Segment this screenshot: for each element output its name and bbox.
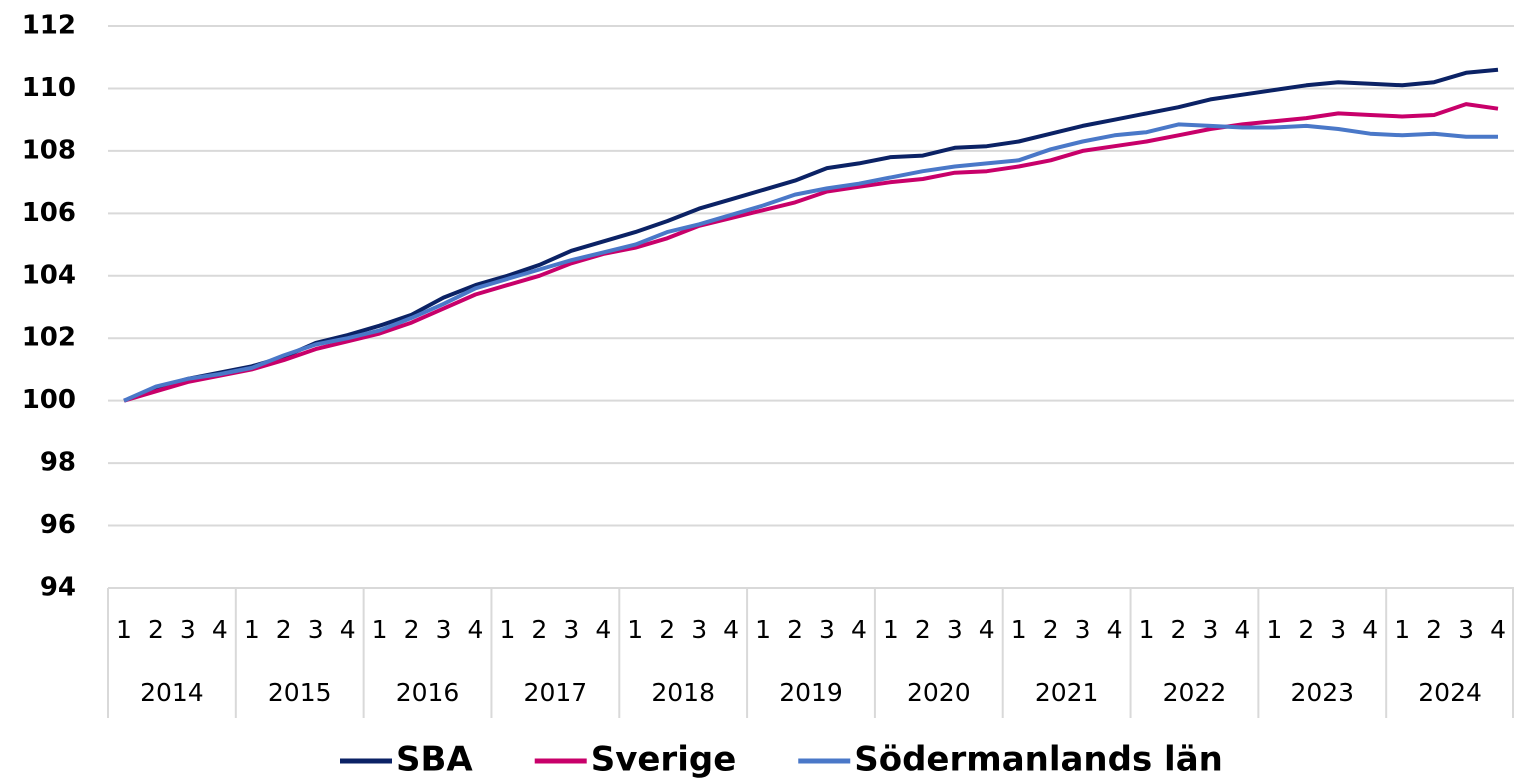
y-tick-label: 106 (22, 198, 76, 228)
y-tick-label: 94 (40, 573, 76, 603)
x-tick-label: 1 (1139, 615, 1155, 644)
x-group-label: 2017 (524, 678, 588, 707)
x-group-label: 2022 (1163, 678, 1227, 707)
series-line (123, 122, 1498, 403)
x-tick-label: 4 (851, 615, 867, 644)
x-tick-label: 1 (116, 615, 132, 644)
series-line (123, 102, 1499, 403)
y-tick-label: 104 (22, 260, 76, 290)
x-tick-label: 4 (1362, 615, 1378, 644)
x-tick-label: 4 (1107, 615, 1123, 644)
x-tick-label: 2 (1043, 615, 1059, 644)
x-tick-label: 4 (595, 615, 611, 644)
x-tick-label: 1 (499, 615, 515, 644)
y-tick-label: 98 (40, 448, 76, 478)
x-tick-label: 3 (1075, 615, 1091, 644)
x-tick-label: 4 (1490, 615, 1506, 644)
x-tick-label: 4 (979, 615, 995, 644)
x-tick-label: 3 (563, 615, 579, 644)
x-tick-label: 3 (1458, 615, 1474, 644)
y-tick-label: 100 (22, 385, 76, 415)
y-tick-label: 102 (22, 323, 76, 353)
x-tick-label: 3 (947, 615, 963, 644)
x-tick-label: 2 (787, 615, 803, 644)
x-tick-label: 2 (531, 615, 547, 644)
x-group-label: 2023 (1290, 678, 1354, 707)
x-tick-label: 2 (148, 615, 164, 644)
x-tick-label: 1 (1394, 615, 1410, 644)
y-tick-label: 96 (40, 510, 76, 540)
x-tick-label: 4 (468, 615, 484, 644)
y-tick-label: 108 (22, 135, 76, 165)
x-group-label: 2018 (651, 678, 715, 707)
x-tick-label: 2 (1426, 615, 1442, 644)
x-tick-label: 1 (883, 615, 899, 644)
x-tick-label: 3 (436, 615, 452, 644)
x-group-label: 2014 (140, 678, 204, 707)
y-tick-label: 110 (22, 73, 76, 103)
x-group-label: 2021 (1035, 678, 1099, 707)
x-tick-label: 1 (627, 615, 643, 644)
y-tick-label: 112 (22, 11, 76, 41)
x-group-label: 2016 (396, 678, 460, 707)
x-tick-label: 4 (723, 615, 739, 644)
x-tick-label: 3 (691, 615, 707, 644)
x-tick-label: 2 (404, 615, 420, 644)
x-tick-label: 2 (915, 615, 931, 644)
x-tick-label: 4 (1234, 615, 1250, 644)
x-tick-label: 2 (276, 615, 292, 644)
x-tick-label: 3 (308, 615, 324, 644)
x-tick-label: 3 (180, 615, 196, 644)
x-group-label: 2015 (268, 678, 332, 707)
x-group-label: 2020 (907, 678, 971, 707)
x-tick-label: 1 (1011, 615, 1027, 644)
legend-label: SBA (396, 740, 473, 780)
x-tick-label: 1 (372, 615, 388, 644)
x-tick-label: 1 (1266, 615, 1282, 644)
x-group-label: 2019 (779, 678, 843, 707)
x-tick-label: 2 (659, 615, 675, 644)
x-tick-label: 1 (244, 615, 260, 644)
x-tick-label: 3 (1330, 615, 1346, 644)
x-tick-label: 2 (1298, 615, 1314, 644)
legend-label: Södermanlands län (854, 740, 1223, 780)
x-tick-label: 3 (1202, 615, 1218, 644)
legend-label: Sverige (591, 740, 737, 780)
series-line (123, 67, 1499, 403)
x-tick-label: 3 (819, 615, 835, 644)
x-tick-label: 1 (755, 615, 771, 644)
x-tick-label: 2 (1171, 615, 1187, 644)
x-tick-label: 4 (340, 615, 356, 644)
x-tick-label: 4 (212, 615, 228, 644)
x-group-label: 2024 (1418, 678, 1482, 707)
